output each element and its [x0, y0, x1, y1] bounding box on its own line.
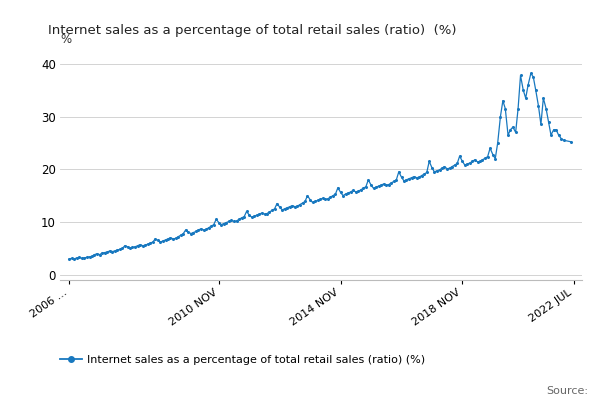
Text: Source:: Source:	[546, 386, 588, 396]
Text: %: %	[60, 33, 71, 46]
Legend: Internet sales as a percentage of total retail sales (ratio) (%): Internet sales as a percentage of total …	[55, 350, 430, 370]
Text: Internet sales as a percentage of total retail sales (ratio)  (%): Internet sales as a percentage of total …	[48, 24, 457, 37]
